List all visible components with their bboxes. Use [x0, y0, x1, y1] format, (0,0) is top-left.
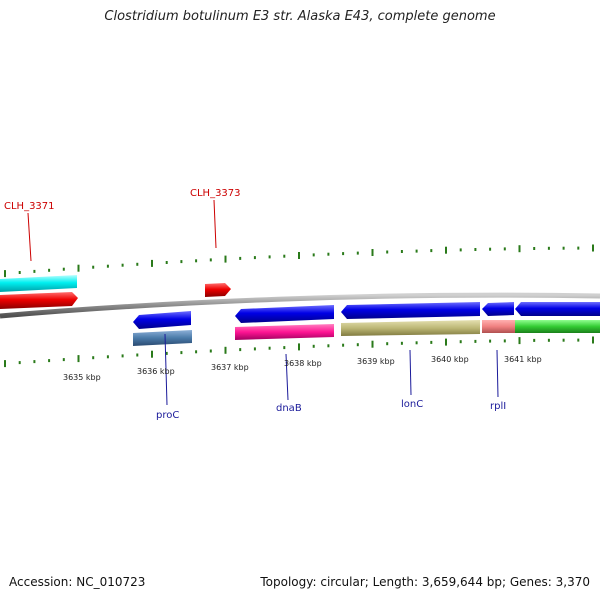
genome-summary-text: Topology: circular; Length: 3,659,644 bp…	[260, 575, 590, 589]
gene-lonc-rna-feature[interactable]	[341, 320, 480, 336]
gene-proc-feature[interactable]	[133, 311, 191, 329]
genome-backbone	[0, 292, 600, 319]
clh3373-leader-line	[213, 199, 217, 249]
clh3371-leader-line	[27, 212, 32, 262]
gene-rpli-feature[interactable]	[482, 302, 514, 316]
dnab-leader-line	[285, 353, 289, 401]
gene-label-clh3373: CLH_3373	[190, 188, 241, 199]
scale-label-3641: 3641 kbp	[504, 355, 542, 364]
gene-dnab-feature[interactable]	[235, 305, 334, 323]
gene-label-rpli: rplI	[490, 401, 506, 412]
gene-clh3373-feature[interactable]	[205, 283, 231, 297]
tick-marks-outer	[4, 244, 594, 278]
gene-clh3371-red-feature[interactable]	[0, 292, 78, 309]
gene-label-lonc: lonC	[401, 399, 423, 410]
scale-label-3640: 3640 kbp	[431, 355, 469, 364]
gene-next-feature[interactable]	[515, 302, 600, 316]
lonc-leader-line	[409, 349, 412, 396]
gene-proc-rna-feature[interactable]	[133, 330, 192, 346]
scale-label-3637: 3637 kbp	[211, 363, 249, 372]
gene-label-proc: proC	[156, 410, 179, 421]
gene-rpli-rna-feature[interactable]	[482, 320, 515, 333]
scale-label-3639: 3639 kbp	[357, 357, 395, 366]
proc-leader-line	[164, 333, 168, 406]
gene-next-rna-feature[interactable]	[515, 320, 600, 333]
gene-label-dnab: dnaB	[276, 403, 302, 414]
gene-lonc-feature[interactable]	[341, 302, 480, 319]
scale-label-3635: 3635 kbp	[63, 373, 101, 382]
gene-clh3371-feature[interactable]	[0, 275, 77, 292]
tick-marks-inner	[4, 336, 594, 368]
rpli-leader-line	[496, 349, 499, 398]
map-title: Clostridium botulinum E3 str. Alaska E43…	[104, 9, 496, 24]
gene-dnab-rna-feature[interactable]	[235, 324, 334, 340]
scale-label-3638: 3638 kbp	[284, 359, 322, 368]
accession-text: Accession: NC_010723	[9, 575, 146, 589]
scale-label-3636: 3636 kbp	[137, 367, 175, 376]
gene-label-clh3371: CLH_3371	[4, 201, 55, 212]
